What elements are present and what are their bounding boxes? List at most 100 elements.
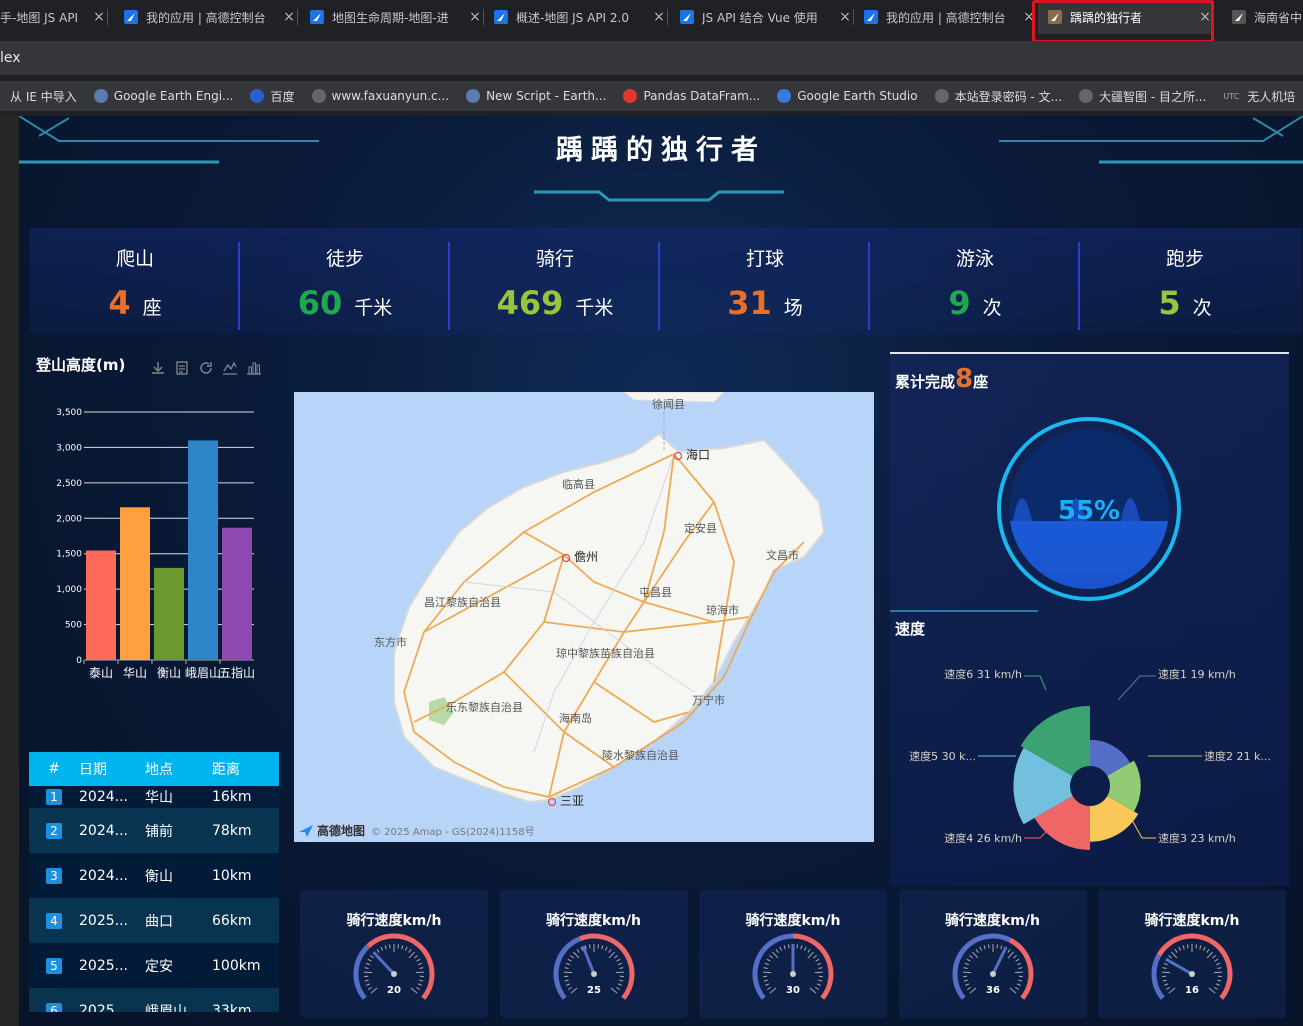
- line-chart-icon[interactable]: [222, 360, 238, 376]
- bookmark-item-1[interactable]: 从 IE 中导入: [10, 88, 77, 105]
- gauge-needle: [1165, 957, 1193, 976]
- gauge-tick: [767, 986, 771, 990]
- rose-slice-速度3: [1090, 796, 1139, 842]
- tab-close-icon[interactable]: ×: [839, 9, 851, 25]
- gauge-tick: [999, 945, 1002, 950]
- bookmark-item-4[interactable]: www.faxuanyun.c...: [311, 89, 449, 103]
- rose-slice-label: 速度4 26 km/h: [944, 831, 1022, 845]
- stats-strip: 爬山 4 座徒步 60 千米 骑行 469 千米 打球 31 场游泳 9 次跑步 5 次: [30, 228, 1302, 334]
- table-row[interactable]: 4 2025... 曲口 66km: [29, 898, 279, 943]
- download-icon[interactable]: [150, 360, 166, 376]
- gauge-value: 36: [986, 985, 1000, 996]
- tab-favicon-icon: [680, 10, 694, 24]
- row-place: 华山: [145, 790, 173, 806]
- gauge-tick: [364, 971, 373, 974]
- browser-tab-1[interactable]: 手-地图 JS API ×: [0, 0, 108, 34]
- gauge-tick: [584, 945, 587, 950]
- stat-unit: 次: [1192, 297, 1212, 319]
- table-row[interactable]: 5 2025... 定安 100km: [29, 943, 279, 988]
- completed-summary: 累计完成8座: [895, 364, 988, 394]
- tab-close-icon[interactable]: ×: [469, 9, 481, 25]
- bookmark-label: 大疆智图 - 目之所...: [1099, 89, 1207, 104]
- gauge-needle: [581, 945, 595, 975]
- gauge-value: 25: [587, 985, 601, 996]
- height-bar-chart: 0 500 1,000 1,500 2,000 2,500 3,000 3,500 泰山 华山 衡山…: [56, 408, 255, 680]
- data-view-icon[interactable]: [174, 360, 190, 376]
- map-label: 乐东黎族自治县: [446, 701, 523, 714]
- tab-close-icon[interactable]: ×: [653, 9, 665, 25]
- table-row[interactable]: 3 2024... 衡山 10km: [29, 853, 279, 898]
- gauge-tick: [995, 944, 998, 949]
- browser-tab-4[interactable]: 概述-地图 JS API 2.0 ×: [484, 0, 668, 34]
- city-dot-icon: [548, 797, 556, 806]
- rose-slice-速度2: [1107, 760, 1141, 812]
- gauge-tick: [1206, 951, 1213, 959]
- map-city-marker[interactable]: 海口: [674, 446, 710, 463]
- rose-slice-速度6: [1020, 706, 1090, 776]
- bookmark-item-3[interactable]: 百度: [250, 88, 295, 105]
- bookmark-label: Google Earth Engi...: [113, 89, 234, 103]
- bar-chart-icon[interactable]: [246, 360, 262, 376]
- hainan-map[interactable]: 徐闻县 临高县 定安县 文昌市 屯昌县 昌江黎族自治县 琼海市 东方市 琼中黎族苗族自治县 乐东黎…: [294, 392, 874, 842]
- gauge-tick: [966, 986, 971, 990]
- stat-value: 9: [948, 284, 971, 322]
- gauge-tick: [1213, 971, 1222, 974]
- gauge-tick: [364, 979, 369, 982]
- bookmark-item-9[interactable]: 大疆智图 - 目之所...: [1079, 88, 1206, 105]
- row-index-badge: 3: [46, 867, 62, 884]
- tab-close-icon[interactable]: ×: [283, 9, 295, 25]
- speed-title: 速度: [895, 620, 926, 638]
- row-index-badge: 1: [46, 789, 62, 805]
- bookmark-item-8[interactable]: 本站登录密码 - 文...: [934, 88, 1062, 105]
- gauge-hub: [989, 971, 996, 977]
- gauge-tick: [416, 986, 420, 990]
- map-city-marker[interactable]: 儋州: [562, 548, 598, 565]
- bookmark-utc-badge: UTC: [1223, 91, 1240, 101]
- browser-tab-7[interactable]: 踽踽的独行者 ×: [1038, 0, 1214, 34]
- gauge-tick: [615, 986, 620, 990]
- gauge-tick: [415, 971, 424, 974]
- gauge-tick: [1206, 949, 1210, 953]
- gauge-tick: [564, 967, 569, 969]
- table-row[interactable]: 1 2024... 华山 16km: [29, 786, 279, 808]
- refresh-icon[interactable]: [198, 360, 214, 376]
- tab-title: 手-地图 JS API: [0, 10, 79, 25]
- gauge-tick: [763, 971, 772, 974]
- bookmark-item-2[interactable]: Google Earth Engi...: [93, 89, 234, 103]
- browser-tab-3[interactable]: 地图生命周期-地图-进 ×: [300, 0, 484, 34]
- gauge-tick: [1163, 962, 1168, 966]
- gauge-tick: [964, 983, 969, 986]
- row-distance: 66km: [212, 912, 252, 929]
- browser-tab-2[interactable]: 我的应用 | 高德控制台 ×: [114, 0, 298, 34]
- browser-tab-6[interactable]: 我的应用 | 高德控制台 ×: [854, 0, 1038, 34]
- y-tick-label: 2,500: [56, 479, 82, 489]
- tab-close-icon[interactable]: ×: [1199, 9, 1211, 25]
- browser-tab-8[interactable]: 海南省中: [1222, 0, 1303, 34]
- stat-value-line: 31 场: [660, 284, 870, 322]
- bookmark-item-6[interactable]: Pandas DataFram...: [623, 89, 760, 103]
- gauge-tick: [408, 951, 415, 959]
- map-city-marker[interactable]: 三亚: [548, 792, 584, 809]
- bookmark-item-5[interactable]: New Script - Earth...: [466, 89, 606, 103]
- bookmark-item-7[interactable]: Google Earth Studio: [777, 89, 918, 103]
- gauge-tick: [964, 962, 969, 966]
- table-row[interactable]: 2 2024... 铺前 78km: [29, 808, 279, 853]
- gauge-tick: [787, 944, 790, 949]
- address-bar[interactable]: lex: [0, 41, 1303, 75]
- gauge-tick: [565, 983, 570, 986]
- gauge-tick: [1217, 979, 1222, 982]
- tab-close-icon[interactable]: ×: [1023, 9, 1035, 25]
- browser-tab-bar: 手-地图 JS API × 我的应用 | 高德控制台 × 地图生命周期-地图-进 × 概述-…: [0, 0, 1303, 34]
- rose-label-line: [1131, 819, 1156, 839]
- x-tick-label: 五指山: [219, 665, 255, 680]
- browser-tab-5[interactable]: JS API 结合 Vue 使用 ×: [670, 0, 854, 34]
- gauge-tick: [569, 955, 574, 959]
- rose-slice-速度1: [1090, 739, 1131, 776]
- bookmark-item-10[interactable]: UTC 无人机培: [1223, 88, 1295, 105]
- gauge-needle: [372, 951, 396, 976]
- table-row[interactable]: 6 2025... 峨眉山 33km: [29, 988, 279, 1012]
- gauge-tick: [1217, 967, 1222, 969]
- stat-card-1: 爬山 4 座: [30, 228, 240, 334]
- tab-close-icon[interactable]: ×: [93, 9, 105, 25]
- stat-unit: 次: [982, 297, 1002, 319]
